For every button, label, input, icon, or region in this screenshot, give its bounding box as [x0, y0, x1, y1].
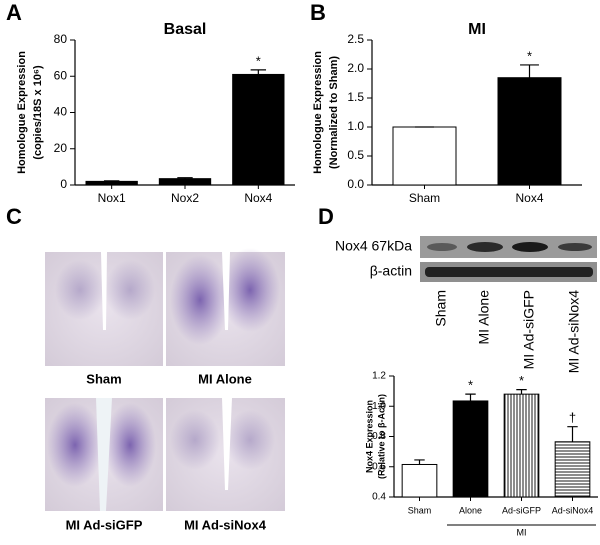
significance-marker: † — [569, 410, 576, 425]
error-bar — [465, 393, 476, 401]
error-bar — [567, 426, 578, 442]
bar — [503, 393, 540, 498]
bar — [158, 178, 212, 186]
bar — [452, 400, 489, 498]
x-tick-label: Nox1 — [98, 191, 126, 205]
histology-images — [45, 248, 285, 511]
error-bar — [177, 177, 193, 179]
x-tick-label: Alone — [459, 505, 482, 515]
significance-marker: * — [519, 373, 524, 388]
significance-marker: * — [256, 53, 261, 68]
x-tick-label: Sham — [409, 191, 440, 205]
image-caption: MI Alone — [198, 371, 252, 386]
y-tick-label: 2.0 — [347, 61, 364, 75]
image-caption: MI Ad-siNox4 — [184, 517, 267, 532]
panel-letter: D — [318, 204, 334, 229]
y-tick-label: 1.0 — [372, 401, 386, 412]
error-bar — [103, 180, 120, 182]
chart-title: MI — [468, 21, 486, 38]
significance-marker: * — [527, 48, 532, 63]
y-axis-label: (Relative to β-Actin) — [376, 394, 386, 479]
y-tick-label: 20 — [54, 141, 68, 155]
x-tick-label: Nox4 — [515, 191, 543, 205]
y-axis-label: Homologue Expression — [16, 51, 28, 174]
y-tick-label: 1.0 — [347, 119, 364, 133]
western-blot — [420, 236, 597, 282]
blot-row-label: β-actin — [370, 263, 412, 279]
error-bar — [414, 459, 425, 465]
x-tick-label: Nox4 — [244, 191, 272, 205]
y-tick-label: 40 — [54, 105, 68, 119]
y-tick-label: 1.5 — [347, 90, 364, 104]
y-tick-label: 0.4 — [372, 492, 386, 503]
error-bar — [250, 69, 267, 75]
blot-lane-label: MI Alone — [476, 290, 492, 345]
chart-title: Basal — [164, 21, 207, 38]
panel-letter: C — [6, 204, 22, 229]
error-bar — [516, 389, 527, 395]
y-axis-label: (Normalized to Sham) — [328, 56, 340, 169]
y-tick-label: 0.5 — [347, 148, 364, 162]
blot-lane-label: Sham — [433, 290, 449, 327]
blot-row-label: Nox4 67kDa — [335, 238, 412, 254]
blot-lane-label: MI Ad-siGFP — [521, 290, 537, 369]
bar — [554, 441, 591, 498]
x-tick-label: Sham — [408, 505, 432, 515]
bar — [85, 180, 138, 186]
y-axis-label: Homologue Expression — [312, 51, 324, 174]
bar — [392, 126, 457, 186]
error-bar — [520, 64, 539, 78]
y-axis-label: Nox4 Expression — [364, 400, 374, 473]
y-tick-label: 0.0 — [347, 177, 364, 191]
x-tick-label: Nox2 — [171, 191, 199, 205]
y-tick-label: 0.6 — [372, 461, 386, 472]
x-tick-label: Ad-siNox4 — [552, 505, 594, 515]
bar — [497, 77, 562, 186]
panel-letter: A — [6, 0, 22, 25]
y-tick-label: 60 — [54, 68, 68, 82]
y-tick-label: 80 — [54, 32, 68, 46]
y-tick-label: 2.5 — [347, 32, 364, 46]
group-label: MI — [517, 527, 527, 537]
panel-letter: B — [310, 0, 326, 25]
y-tick-label: 0.8 — [372, 431, 386, 442]
bar — [232, 73, 285, 186]
bar — [401, 463, 438, 498]
y-tick-label: 1.2 — [372, 371, 386, 382]
y-axis-label: (copies/18S x 10⁶) — [32, 65, 44, 160]
image-caption: Sham — [86, 371, 121, 386]
significance-marker: * — [468, 378, 473, 393]
y-tick-label: 0 — [60, 177, 67, 191]
image-caption: MI Ad-siGFP — [66, 517, 143, 532]
x-tick-label: Ad-siGFP — [502, 505, 541, 515]
blot-lane-label: MI Ad-siNox4 — [566, 290, 582, 373]
